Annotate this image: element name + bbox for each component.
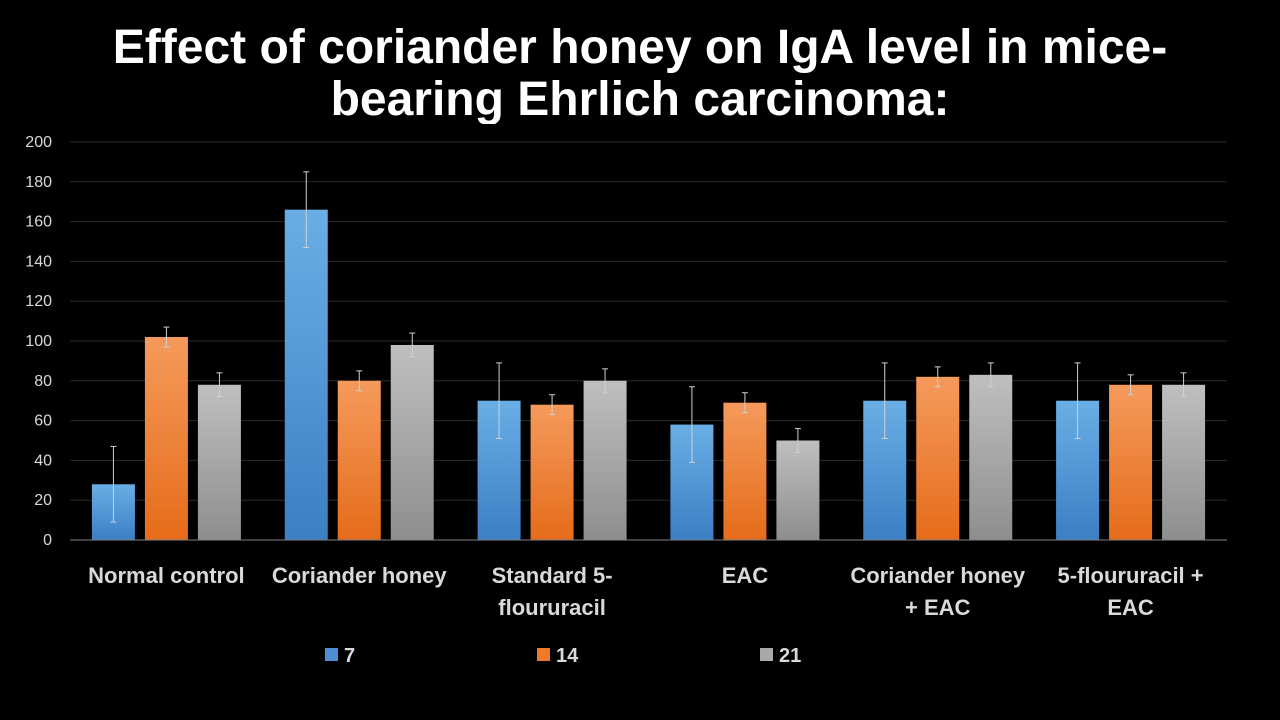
x-tick-label: EAC — [722, 563, 769, 588]
gridlines — [70, 141, 1227, 501]
bars — [91, 171, 1206, 540]
y-tick-label: 160 — [25, 214, 52, 231]
x-tick-label: EAC — [1107, 595, 1154, 620]
bar — [583, 380, 627, 540]
y-tick-label: 120 — [25, 293, 52, 310]
x-tick-label: + EAC — [905, 595, 971, 620]
chart-title-line-1: Effect of coriander honey on IgA level i… — [112, 22, 1168, 74]
y-tick-label: 200 — [25, 134, 52, 151]
y-tick-label: 140 — [25, 253, 52, 270]
legend-label: 21 — [779, 645, 801, 667]
y-tick-label: 40 — [34, 452, 52, 469]
legend-swatch — [537, 648, 550, 661]
bar — [284, 209, 328, 540]
bar — [1109, 384, 1153, 540]
legend-swatch — [325, 648, 338, 661]
legend-label: 7 — [344, 645, 355, 667]
bar — [969, 374, 1013, 540]
x-tick-label: Coriander honey — [850, 563, 1026, 588]
bar — [1162, 384, 1206, 540]
bar — [390, 344, 434, 540]
y-tick-label: 60 — [34, 413, 52, 430]
legend-label: 14 — [556, 645, 579, 667]
bar — [144, 337, 188, 540]
bar — [776, 440, 820, 540]
bar — [197, 384, 241, 540]
x-axis: Normal control Coriander honey Standard 5-… — [70, 539, 1227, 620]
y-tick-label: 80 — [34, 373, 52, 390]
y-tick-label: 20 — [34, 492, 52, 509]
x-tick-label: Standard 5- — [492, 563, 613, 588]
x-tick-label: 5-floururacil + — [1058, 563, 1204, 588]
legend: 7 14 21 — [325, 645, 801, 667]
x-tick-label: Coriander honey — [272, 563, 448, 588]
x-tick-label: Normal control — [88, 563, 244, 588]
bar — [916, 376, 960, 540]
y-tick-label: 100 — [25, 333, 52, 350]
y-tick-label: 180 — [25, 174, 52, 191]
bar — [530, 404, 574, 540]
bar — [337, 380, 381, 540]
legend-swatch — [760, 648, 773, 661]
bar — [723, 402, 767, 540]
chart-title-line-2: bearing Ehrlich carcinoma: — [330, 73, 950, 125]
y-axis: 0 20 40 60 80 100 120 140 160 180 200 — [25, 134, 52, 549]
x-tick-label: floururacil — [498, 595, 606, 620]
chart-title: Effect of coriander honey on IgA level i… — [0, 22, 1280, 124]
y-tick-label: 0 — [43, 532, 52, 549]
